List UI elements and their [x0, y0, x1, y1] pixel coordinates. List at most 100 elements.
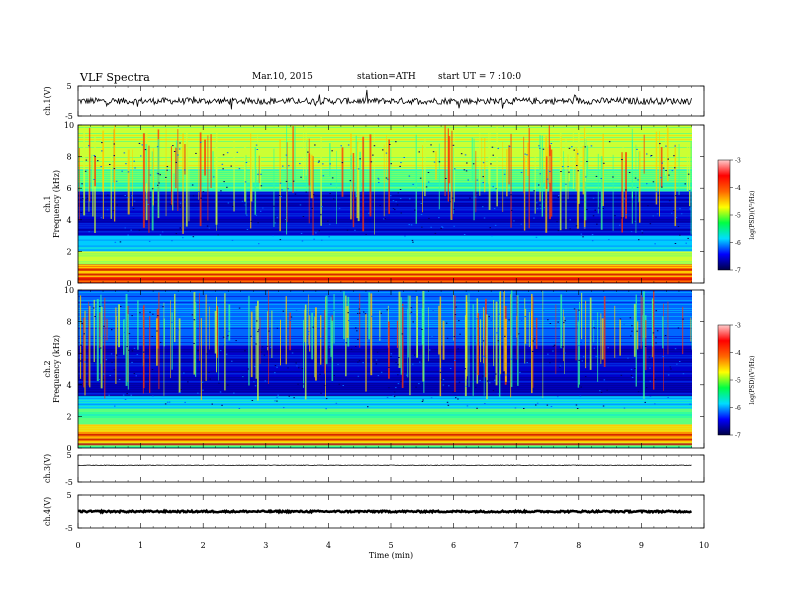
spectrum-speck: [221, 163, 224, 165]
spectrum-line: [78, 312, 692, 313]
transient-streak: [602, 133, 604, 207]
spectrum-speck: [388, 387, 390, 389]
spectrum-speck: [124, 332, 126, 334]
spectrum-speck: [413, 354, 416, 356]
transient-streak: [499, 291, 501, 397]
spectrum-speck: [108, 394, 110, 396]
spectrum-speck: [328, 236, 330, 238]
spectrum-speck: [222, 336, 225, 338]
transient-streak: [100, 294, 102, 364]
spectrum-speck: [582, 342, 584, 344]
spectrum-line: [78, 420, 692, 422]
spectrum-speck: [274, 400, 276, 402]
spectrum-speck: [172, 145, 174, 147]
spectrum-line: [78, 268, 692, 270]
transient-streak: [545, 156, 548, 189]
transient-streak: [612, 154, 614, 231]
spectrum-speck: [138, 142, 141, 144]
spectrum-speck: [202, 389, 204, 391]
spectrum-speck: [282, 165, 284, 167]
spectrum-speck: [614, 215, 616, 217]
spectrum-speck: [669, 366, 672, 368]
y-tick-label: 10: [64, 121, 74, 130]
spectrum-speck: [321, 206, 323, 207]
transient-streak: [205, 294, 207, 381]
spectrum-speck: [595, 175, 598, 177]
spectrum-speck: [274, 222, 277, 224]
spectrum-speck: [333, 309, 335, 311]
spectrum-speck: [400, 212, 402, 214]
spectrum-speck: [674, 348, 677, 350]
spectrum-line: [78, 189, 692, 191]
spectrum-speck: [606, 389, 608, 391]
spectrum-line: [78, 231, 692, 233]
spectrum-speck: [81, 198, 84, 200]
spectrum-line: [78, 255, 692, 257]
spectrum-line: [78, 328, 692, 329]
spectrum-speck: [202, 191, 205, 193]
spectrum-speck: [479, 379, 481, 381]
transient-streak: [504, 318, 507, 383]
spectrum-speck: [482, 176, 484, 178]
spectrum-speck: [476, 192, 478, 194]
y-tick-label: 10: [64, 286, 74, 295]
transient-streak: [312, 156, 314, 236]
transient-streak: [438, 305, 440, 355]
spectrum-speck: [379, 205, 381, 206]
spectrum-speck: [428, 217, 430, 219]
transient-streak: [273, 148, 275, 228]
spectrum-speck: [335, 402, 338, 404]
spectrum-speck: [494, 224, 497, 226]
transient-streak: [308, 153, 311, 186]
spectrum-speck: [395, 141, 397, 143]
spectrum-speck: [689, 190, 691, 192]
spectrum-speck: [675, 195, 677, 197]
spectrum-line: [78, 416, 692, 418]
spectrum-speck: [283, 407, 285, 409]
spectrum-speck: [222, 168, 224, 170]
transient-streak: [305, 126, 307, 176]
transient-streak: [93, 299, 95, 363]
spectrum-speck: [586, 209, 588, 211]
spectrum-band: [78, 235, 692, 252]
transient-streak: [355, 135, 357, 197]
spectrum-speck: [654, 403, 656, 405]
spectrum-speck: [552, 345, 555, 347]
spectrum-speck: [104, 334, 107, 336]
spectrum-speck: [333, 198, 335, 200]
spectrum-speck: [183, 372, 185, 374]
spectrum-speck: [536, 202, 538, 204]
spectrum-speck: [526, 154, 528, 156]
spectrum-speck: [279, 182, 282, 184]
x-tick-label: 7: [514, 541, 519, 550]
spectrum-speck: [397, 364, 399, 366]
spectrum-speck: [418, 383, 420, 385]
spectrum-speck: [166, 401, 169, 403]
spectrum-speck: [510, 194, 512, 196]
spectrum-speck: [677, 226, 680, 227]
spectrum-line: [78, 292, 692, 293]
spectrum-speck: [519, 371, 521, 373]
spectrum-line: [78, 347, 692, 349]
spectrum-speck: [110, 353, 113, 355]
spectrum-speck: [467, 179, 469, 181]
spectrum-speck: [276, 396, 278, 398]
spectrum-speck: [526, 362, 528, 364]
spectrum-speck: [159, 341, 162, 343]
spectrum-speck: [257, 222, 259, 224]
spectrum-speck: [285, 154, 288, 156]
spectrum-speck: [623, 407, 626, 409]
spectrum-speck: [329, 223, 331, 225]
transient-streak: [369, 134, 372, 217]
transient-streak: [517, 295, 519, 386]
transient-streak: [250, 133, 252, 229]
transient-streak: [489, 128, 491, 181]
transient-streak: [118, 304, 120, 348]
spectrum-speck: [451, 197, 454, 199]
spectrum-speck: [177, 154, 179, 156]
spectrum-speck: [241, 333, 243, 335]
spectrum-speck: [126, 346, 128, 348]
spectrum-speck: [399, 165, 401, 167]
transient-streak: [115, 307, 117, 384]
spectrum-speck: [612, 176, 614, 178]
